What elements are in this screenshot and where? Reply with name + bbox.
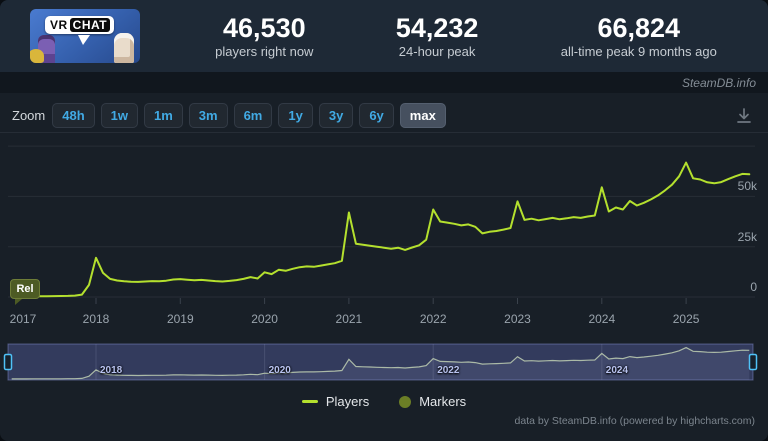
x-axis-label: 2020 bbox=[251, 312, 278, 326]
players-line-chart[interactable] bbox=[0, 138, 768, 310]
release-flag-tail bbox=[15, 299, 22, 305]
navigator-right-handle[interactable] bbox=[748, 353, 758, 371]
players-series-line[interactable] bbox=[10, 161, 751, 298]
range-button-1m[interactable]: 1m bbox=[143, 103, 183, 128]
stat-current-players: 46,530 players right now bbox=[215, 13, 313, 59]
range-button-48h[interactable]: 48h bbox=[52, 103, 95, 128]
range-button-max[interactable]: max bbox=[399, 103, 446, 128]
alltime-peak-label: all-time peak 9 months ago bbox=[560, 44, 717, 59]
legend-markers-label: Markers bbox=[419, 394, 467, 409]
chart-navigator[interactable]: 2018 2020 2022 2024 bbox=[0, 342, 768, 382]
alltime-peak-value: 66,824 bbox=[597, 13, 681, 43]
branding-strip: SteamDB.info bbox=[0, 72, 768, 93]
24h-peak-value: 54,232 bbox=[395, 13, 479, 43]
release-flag-label: Rel bbox=[16, 283, 34, 295]
current-players-value: 46,530 bbox=[223, 13, 306, 43]
logo-bubble-tail bbox=[78, 35, 90, 45]
navigator-year-label: 2022 bbox=[437, 365, 460, 376]
y-axis-label: 0 bbox=[750, 280, 757, 294]
steamdb-branding: SteamDB.info bbox=[681, 75, 756, 90]
x-axis-label: 2017 bbox=[9, 312, 37, 326]
zoom-label: Zoom bbox=[12, 108, 46, 123]
chart-panel: Zoom 48h 1w 1m 3m 6m 1y 3y 6y max 0 25k 50… bbox=[0, 93, 768, 441]
range-button-6m[interactable]: 6m bbox=[233, 103, 273, 128]
legend-item-markers[interactable]: Markers bbox=[399, 394, 466, 409]
navigator-year-label: 2020 bbox=[268, 365, 291, 376]
app-header: VR CHAT 46,530 players right now 54,232 … bbox=[0, 0, 768, 72]
logo-chat-text: CHAT bbox=[69, 18, 111, 32]
x-axis-label: 2025 bbox=[672, 312, 700, 326]
logo-vr-text: VR bbox=[50, 18, 68, 32]
chart-legend: Players Markers bbox=[0, 394, 768, 409]
players-line-swatch bbox=[301, 400, 318, 403]
stat-alltime-peak: 66,824 all-time peak 9 months ago bbox=[561, 13, 717, 59]
download-chart-icon[interactable] bbox=[733, 105, 755, 127]
players-chart-plot[interactable]: 0 25k 50k 2017 2018 2019 2020 2021 2022 2023 2024 2… bbox=[0, 138, 768, 330]
x-axis-label: 2024 bbox=[588, 312, 616, 326]
navigator-year-label: 2024 bbox=[605, 365, 629, 376]
player-stats: 46,530 players right now 54,232 24-hour … bbox=[140, 13, 768, 59]
x-axis-label: 2022 bbox=[419, 312, 447, 326]
24h-peak-label: 24-hour peak bbox=[398, 44, 476, 59]
stat-24h-peak: 54,232 24-hour peak bbox=[396, 13, 479, 59]
navigator-left-handle[interactable] bbox=[3, 353, 13, 371]
navigator-series-line bbox=[11, 346, 750, 380]
range-button-3y[interactable]: 3y bbox=[318, 103, 354, 128]
range-toolbar: Zoom 48h 1w 1m 3m 6m 1y 3y 6y max bbox=[0, 99, 768, 133]
vrchat-logo[interactable]: VR CHAT bbox=[30, 9, 140, 63]
range-button-1w[interactable]: 1w bbox=[100, 103, 138, 128]
range-button-6y[interactable]: 6y bbox=[359, 103, 394, 128]
navigator-area-fill bbox=[11, 347, 750, 380]
chart-credits: data by SteamDB.info (powered by highcha… bbox=[514, 415, 755, 427]
range-button-1y[interactable]: 1y bbox=[278, 103, 313, 128]
logo-speech-bubble: VR CHAT bbox=[45, 16, 115, 34]
markers-circle-swatch bbox=[399, 395, 412, 408]
range-button-3m[interactable]: 3m bbox=[188, 103, 228, 128]
x-axis-label: 2018 bbox=[82, 312, 110, 326]
x-axis-label: 2019 bbox=[166, 312, 194, 326]
navigator-chart[interactable] bbox=[0, 342, 768, 382]
logo-avatar-right bbox=[114, 33, 134, 63]
logo-avatar-corner bbox=[30, 49, 44, 63]
release-marker-flag[interactable]: Rel bbox=[10, 279, 40, 305]
legend-players-label: Players bbox=[325, 394, 370, 409]
y-axis-label: 25k bbox=[737, 229, 757, 244]
x-axis-label: 2021 bbox=[335, 312, 363, 326]
navigator-year-label: 2018 bbox=[100, 365, 123, 376]
y-axis-label: 50k bbox=[737, 179, 757, 194]
legend-item-players[interactable]: Players bbox=[301, 394, 370, 409]
current-players-label: players right now bbox=[215, 44, 314, 59]
x-axis-label: 2023 bbox=[504, 312, 531, 326]
